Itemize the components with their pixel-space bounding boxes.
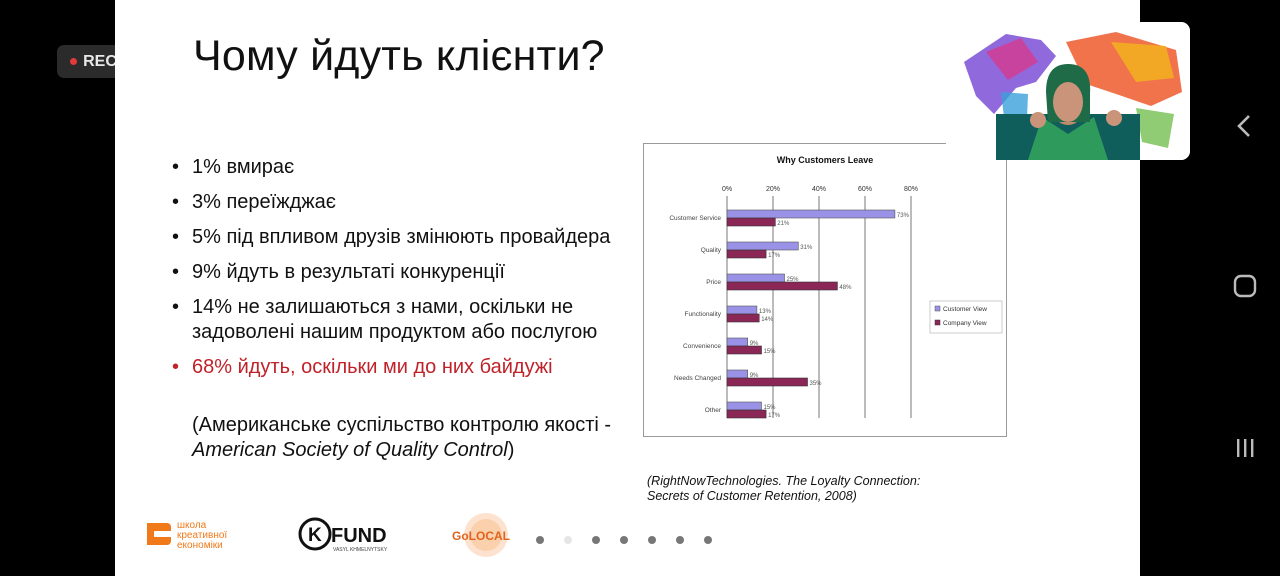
pagination-dot[interactable] [592,536,600,544]
bar-company-view [726,313,760,323]
data-label: 48% [839,285,852,291]
kfund-subtext: VASYL KHMELNYTSKY [333,547,388,553]
pagination-dot[interactable] [704,536,712,544]
bar-customer-view [726,209,896,219]
bar-company-view [726,345,762,355]
category-label: Customer Service [669,215,721,222]
chart-image: Why Customers Leave 0% 20% 40% 60% 80% Custome… [643,143,1007,445]
pagination-dot[interactable] [648,536,656,544]
bullet-item: 5% під впливом друзів змінюють провайдер… [169,225,629,250]
golocal-logo: GoLOCAL [452,513,510,557]
category-label: Other [705,407,722,414]
bar-customer-view [726,337,749,347]
data-label: 31% [800,245,813,251]
bar-chart: Why Customers Leave 0% 20% 40% 60% 80% Custome… [648,155,1003,445]
x-tick-label: 40% [812,186,826,193]
pagination-dot[interactable] [620,536,628,544]
data-label: 15% [764,349,777,355]
data-label: 13% [759,309,772,315]
reference-suffix: ) [507,439,515,461]
shk-line: креативної [177,530,227,541]
record-dot-icon [70,58,78,65]
bar-company-view [726,377,808,387]
reference-text: (Американське суспільство контролю якост… [169,413,662,463]
x-tick-label: 0% [722,186,732,193]
data-label: 35% [810,381,823,387]
bar-customer-view [726,305,758,315]
kfund-text: FUND [331,525,387,547]
bullet-item-highlight: 68% йдуть, оскільки ми до них байдужі [169,355,629,380]
bar-customer-view [726,401,762,411]
bullet-item: 9% йдуть в результаті конкуренції [169,260,629,285]
data-label: 17% [768,253,781,259]
data-label: 9% [750,373,759,379]
webcam-overlay[interactable] [946,22,1190,160]
data-label: 9% [750,341,759,347]
recents-icon[interactable] [1233,436,1257,460]
legend-label: Customer View [943,306,987,313]
bar-company-view [726,249,767,259]
svg-text:K: K [308,525,322,546]
slide-pagination[interactable] [536,536,712,544]
data-label: 73% [897,213,910,219]
legend-swatch-customer [934,305,941,312]
back-icon[interactable] [1233,112,1257,140]
x-tick-label: 60% [858,186,872,193]
bar-customer-view [726,369,749,379]
reference-italic: American Society of Quality Control [192,439,508,461]
legend-swatch-company [934,319,941,326]
category-label: Functionality [685,311,722,318]
x-tick-label: 20% [766,186,780,193]
bullet-list: 1% вмирає 3% переїжджає 5% під впливом д… [169,155,629,380]
category-label: Price [706,279,721,286]
legend-box [929,300,1003,334]
pagination-dot[interactable] [676,536,684,544]
category-label: Needs Changed [674,375,721,382]
bullet-item: 3% переїжджає [169,190,629,215]
home-icon[interactable] [1233,274,1257,298]
reference-prefix: (Американське суспільство контролю якост… [192,414,612,436]
pagination-dot[interactable] [536,536,544,544]
bar-company-view [726,217,776,227]
data-label: 14% [761,317,774,323]
slide-title: Чому йдуть клієнти? [193,32,605,80]
android-nav-bar [1215,0,1280,576]
data-label: 17% [768,413,781,419]
presenter-video [946,22,1190,160]
category-label: Quality [701,247,722,254]
bullet-item: 14% не залишаються з нами, оскільки не з… [169,295,629,345]
citation-line: Secrets of Customer Retention, 2008) [647,489,857,503]
bar-company-view [726,409,767,419]
bar-company-view [726,281,838,291]
kfund-logo: K FUND VASYL KHMELNYTSKY [298,517,388,553]
legend-label: Company View [943,320,987,327]
shk-line: економіки [177,540,223,551]
citation-line: (RightNowTechnologies. The Loyalty Conne… [647,474,921,488]
bullet-item: 1% вмирає [169,155,629,180]
pagination-dot[interactable] [564,536,572,544]
chart-title: Why Customers Leave [777,155,874,165]
data-label: 21% [777,221,790,227]
rec-label: REC [83,52,117,70]
bar-customer-view [726,273,785,283]
presentation-slide: Чому йдуть клієнти? 1% вмирає 3% переїжд… [115,0,1140,576]
data-label: 15% [764,405,777,411]
bar-customer-view [726,241,799,251]
shk-line: школа [177,520,207,531]
citation: (RightNowTechnologies. The Loyalty Conne… [647,474,947,504]
shkola-logo: школа креативної економіки [147,520,227,551]
golocal-text: GoLOCAL [452,529,510,543]
category-label: Convenience [683,343,721,350]
data-label: 25% [787,277,800,283]
x-tick-label: 80% [904,186,918,193]
